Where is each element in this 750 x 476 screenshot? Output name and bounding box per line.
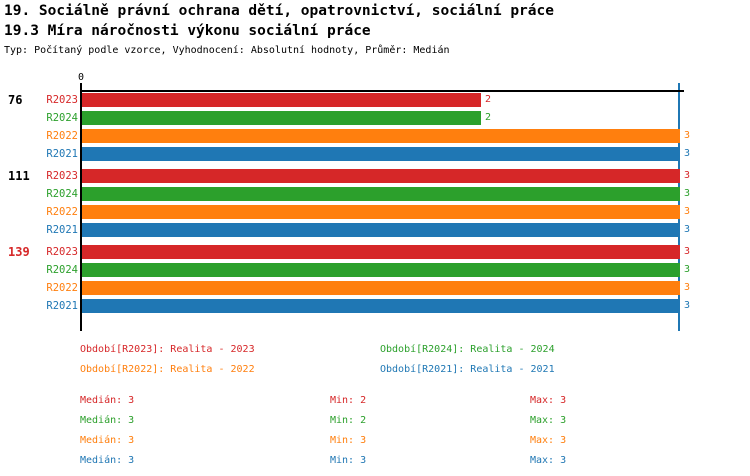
- bar-chart: 0 76 R2023 2 R2024 2 R2022 3 R2021 3 111 R2023 3 R202…: [0, 60, 750, 335]
- bar-value-label: 3: [684, 282, 691, 293]
- stat-median: Medián: 3: [80, 415, 135, 426]
- bar-value-label: 3: [684, 170, 691, 181]
- stat-max: Max: 3: [530, 415, 567, 426]
- bar-value-label: 3: [684, 264, 691, 275]
- bar-series-label: R2024: [46, 112, 78, 124]
- x-axis-line: [81, 90, 684, 92]
- bar-series-label: R2023: [46, 170, 78, 182]
- bar-series-label: R2024: [46, 188, 78, 200]
- bar: [82, 147, 680, 161]
- bar-value-label: 2: [485, 112, 492, 123]
- bar-series-label: R2024: [46, 264, 78, 276]
- bar-series-label: R2023: [46, 94, 78, 106]
- report-title-line1: 19. Sociálně právní ochrana dětí, opatro…: [4, 3, 554, 19]
- stat-median: Medián: 3: [80, 395, 135, 406]
- stat-min: Min: 2: [330, 415, 367, 426]
- report-title-line2: 19.3 Míra náročnosti výkonu sociální prá…: [4, 23, 371, 39]
- stat-min: Min: 3: [330, 455, 367, 466]
- bar-series-label: R2021: [46, 224, 78, 236]
- stat-min: Min: 2: [330, 395, 367, 406]
- bar-series-label: R2023: [46, 246, 78, 258]
- bar: [82, 245, 680, 259]
- bar: [82, 129, 680, 143]
- bar-value-label: 3: [684, 148, 691, 159]
- group-label: 111: [8, 169, 30, 183]
- bar-value-label: 3: [684, 246, 691, 257]
- group-label: 139: [8, 245, 30, 259]
- legend-item: Období[R2024]: Realita - 2024: [380, 344, 555, 355]
- bar: [82, 169, 680, 183]
- legend-item: Období[R2021]: Realita - 2021: [380, 364, 555, 375]
- bar: [82, 299, 680, 313]
- bar: [82, 187, 680, 201]
- bar-series-label: R2021: [46, 148, 78, 160]
- bar-series-label: R2021: [46, 300, 78, 312]
- bar-series-label: R2022: [46, 206, 78, 218]
- x-axis-tick: [80, 83, 82, 90]
- bar: [82, 263, 680, 277]
- bar: [82, 93, 481, 107]
- stat-max: Max: 3: [530, 435, 567, 446]
- bar: [82, 111, 481, 125]
- x-axis-tick-label: 0: [77, 72, 85, 83]
- bar-value-label: 3: [684, 206, 691, 217]
- bar-value-label: 3: [684, 130, 691, 141]
- group-label: 76: [8, 93, 23, 107]
- stat-max: Max: 3: [530, 395, 567, 406]
- report-subtitle: Typ: Počítaný podle vzorce, Vyhodnocení:…: [4, 45, 450, 56]
- stat-median: Medián: 3: [80, 455, 135, 466]
- bar-series-label: R2022: [46, 282, 78, 294]
- bar: [82, 281, 680, 295]
- bar-series-label: R2022: [46, 130, 78, 142]
- bar: [82, 205, 680, 219]
- legend-item: Období[R2022]: Realita - 2022: [80, 364, 255, 375]
- stat-max: Max: 3: [530, 455, 567, 466]
- stat-median: Medián: 3: [80, 435, 135, 446]
- y-axis-line: [80, 90, 82, 331]
- bar-value-label: 2: [485, 94, 492, 105]
- stat-min: Min: 3: [330, 435, 367, 446]
- legend-item: Období[R2023]: Realita - 2023: [80, 344, 255, 355]
- bar-value-label: 3: [684, 188, 691, 199]
- bar-value-label: 3: [684, 300, 691, 311]
- bar-value-label: 3: [684, 224, 691, 235]
- bar: [82, 223, 680, 237]
